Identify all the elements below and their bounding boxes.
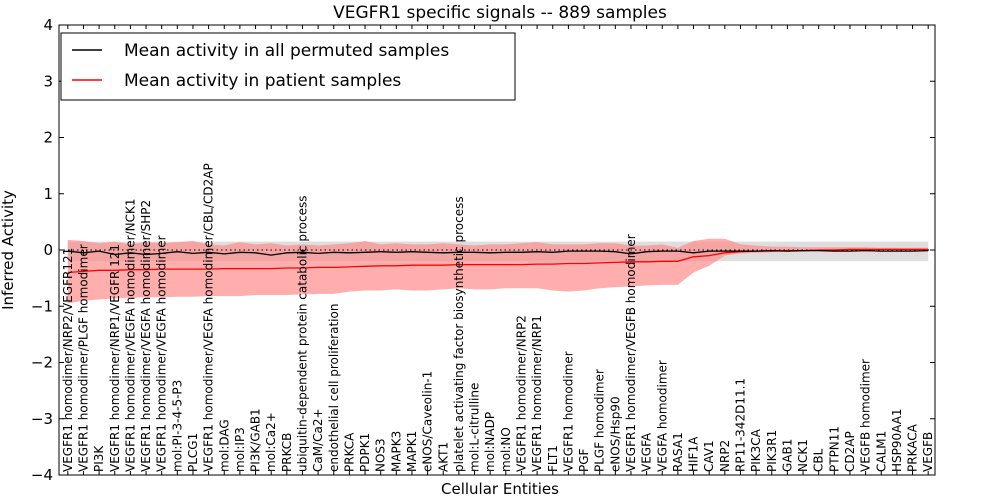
y-tick-label: −1 [31, 297, 53, 315]
x-tick-label: HSP90AA1 [890, 408, 904, 472]
x-tick-label: VEGFA homodimer [655, 360, 669, 472]
x-tick-label: VEGFR1 homodimer/VEGFA homodimer [155, 235, 169, 472]
x-tick-label: VEGFR1 homodimer/VEGFA homodimer/NCK1 [123, 198, 137, 472]
x-tick-label: VEGFB [921, 432, 935, 472]
chart-title: VEGFR1 specific signals -- 889 samples [333, 3, 667, 23]
y-tick-label: −2 [31, 354, 53, 372]
x-axis: VEGFR1 homodimer/NRP2/VEGFR121 VEGFR1 hom… [61, 25, 935, 475]
x-tick-label: platelet activating factor biosynthetic … [452, 196, 466, 472]
x-tick-label: FLT1 [546, 445, 560, 472]
line-permuted [67, 249, 929, 256]
x-tick-label: mol:L-citrulline [468, 383, 482, 472]
x-tick-label: CALM1 [874, 431, 888, 472]
y-tick-label: −3 [31, 410, 53, 428]
x-tick-label: PIK3CA [749, 428, 763, 472]
x-tick-label: PRKACA [906, 423, 920, 472]
legend-box [60, 32, 516, 101]
x-tick-label: PGF [577, 448, 591, 472]
y-tick-label: 4 [43, 16, 53, 34]
x-tick-label: VEGFR1 homodimer/NRP1 [530, 315, 544, 472]
x-tick-label: MAPK1 [405, 431, 419, 472]
x-tick-label: mol:NADP [483, 412, 497, 472]
x-tick-label: mol:Ca2+ [264, 412, 278, 472]
y-tick-label: 3 [43, 72, 53, 90]
x-axis-label: Cellular Entities [441, 480, 559, 498]
x-tick-label: CaM/Ca2+ [311, 408, 325, 472]
legend-entry-patient: Mean activity in patient samples [124, 71, 401, 91]
x-tick-label: VEGFB homodimer [859, 359, 873, 472]
legend-entry-permuted: Mean activity in all permuted samples [124, 41, 449, 61]
x-tick-label: mol:NO [499, 427, 513, 472]
x-tick-label: VEGFR1 homodimer/VEGFB homodimer [624, 234, 638, 472]
y-tick-label: 0 [43, 241, 53, 259]
x-tick-label: mol:IP3 [233, 427, 247, 472]
x-tick-label: PLCG1 [186, 433, 200, 472]
x-tick-label: eNOS/Caveolin-1 [421, 371, 435, 472]
plot-area [59, 238, 935, 304]
y-axis: −4 −3 −2 −1 0 1 2 3 4 [31, 16, 935, 484]
x-tick-label: PRKCA [342, 432, 356, 472]
x-tick-label: mol:PI-3-4-5-P3 [170, 380, 184, 472]
x-tick-label: AKT1 [436, 442, 450, 472]
x-tick-label: PTPN11 [827, 426, 841, 472]
x-tick-label: CBL [812, 448, 826, 472]
x-tick-label: MAPK3 [389, 431, 403, 472]
x-tick-label: PLGF homodimer [593, 369, 607, 472]
y-tick-label: 2 [43, 129, 53, 147]
x-tick-label: PI3K/GAB1 [249, 408, 263, 472]
x-tick-label: mol:DAG [217, 419, 231, 472]
x-tick-label: VEGFR1 homodimer/NRP2/VEGFR121 [61, 248, 75, 472]
x-tick-label: CD2AP [843, 431, 857, 472]
y-tick-label: −4 [31, 466, 53, 484]
x-tick-label: PI3K [92, 445, 106, 472]
x-tick-label: NOS3 [374, 438, 388, 472]
x-tick-label: VEGFR1 homodimer/NRP2 [515, 315, 529, 472]
x-tick-label: GAB1 [780, 439, 794, 472]
x-tick-label: RP11-342D11.1 [734, 378, 748, 472]
band-patient [67, 238, 929, 304]
x-tick-label: VEGFR1 homodimer/PLGF homodimer [77, 244, 91, 472]
x-tick-label: ubiquitin-dependent protein catabolic pr… [296, 196, 310, 472]
x-tick-label: CAV1 [702, 440, 716, 472]
legend: Mean activity in all permuted samples Me… [60, 32, 516, 101]
x-tick-label: PIK3R1 [765, 430, 779, 472]
x-tick-label: VEGFR1 homodimer/VEGFA homodimer/SHP2 [139, 200, 153, 472]
x-tick-label: PRKCB [280, 433, 294, 472]
x-tick-label: NCK1 [796, 439, 810, 472]
x-tick-label: HIF1A [687, 436, 701, 472]
x-tick-label: VEGFR1 homodimer [561, 351, 575, 472]
x-tick-label: VEGFR1 homodimer/VEGFA homodimer/CBL/CD2… [202, 163, 216, 472]
x-tick-label: VEGFR1 homodimer/NRP1/VEGFR 121 [108, 244, 122, 472]
x-tick-label: PDPK1 [358, 433, 372, 472]
x-tick-label: eNOS/Hsp90 [608, 396, 622, 472]
y-tick-label: 1 [43, 185, 53, 203]
x-tick-label: endothelial cell proliferation [327, 304, 341, 472]
x-tick-label: RASA1 [671, 432, 685, 472]
y-axis-label: Inferred Activity [0, 190, 17, 310]
x-tick-label: NRP2 [718, 440, 732, 472]
x-tick-label: VEGFA [640, 432, 654, 472]
